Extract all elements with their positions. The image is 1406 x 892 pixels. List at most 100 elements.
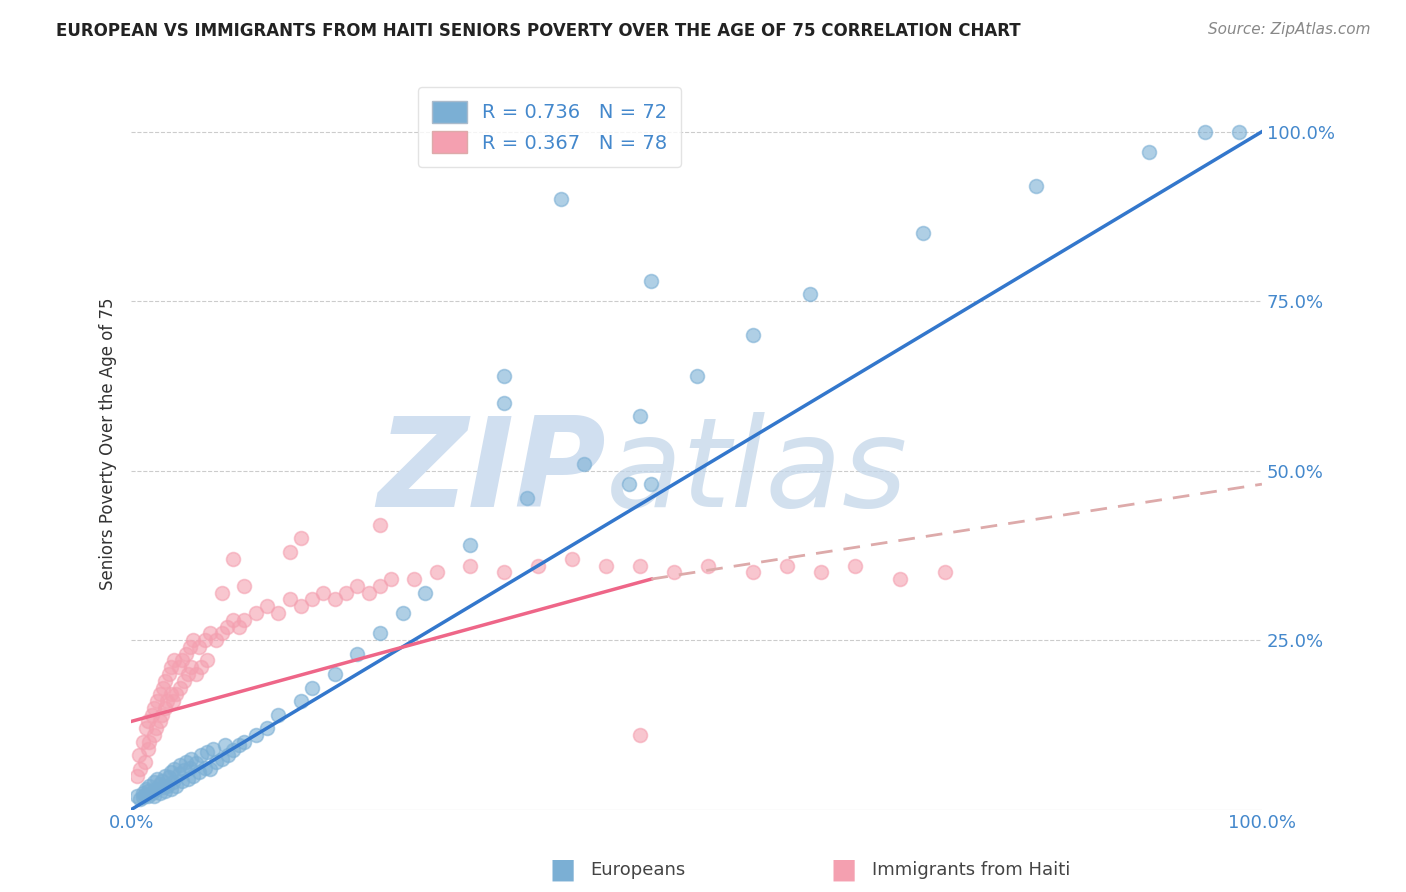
Point [1227,125,1250,139]
Point [150,707,173,722]
Point [217,619,239,633]
Point [179,640,201,654]
Point [222,613,245,627]
Point [494,566,516,580]
Point [550,193,572,207]
Point [267,707,290,722]
Point [494,368,516,383]
Point [190,660,212,674]
Point [391,606,413,620]
Point [180,660,202,674]
Point [460,538,482,552]
Text: ■: ■ [550,855,575,884]
Point [1194,125,1216,139]
Point [233,735,256,749]
Point [228,619,250,633]
Point [145,721,167,735]
Point [131,790,153,805]
Point [380,572,402,586]
Point [188,765,211,780]
Point [128,748,150,763]
Point [153,673,176,688]
Point [911,227,934,241]
Point [290,532,312,546]
Point [516,491,538,505]
Point [245,728,267,742]
Point [159,782,181,797]
Point [146,772,169,786]
Point [290,694,312,708]
Point [595,558,617,573]
Point [799,287,821,301]
Point [146,694,169,708]
Point [211,626,233,640]
Point [167,660,190,674]
Point [141,786,163,800]
Point [256,721,278,735]
Point [527,558,550,573]
Point [183,633,205,648]
Point [145,782,167,797]
Point [138,779,160,793]
Text: EUROPEAN VS IMMIGRANTS FROM HAITI SENIORS POVERTY OVER THE AGE OF 75 CORRELATION: EUROPEAN VS IMMIGRANTS FROM HAITI SENIOR… [56,22,1021,40]
Point [934,566,956,580]
Point [159,765,181,780]
Point [211,585,233,599]
Point [278,592,301,607]
Point [173,763,195,777]
Point [156,694,179,708]
Point [628,409,651,424]
Point [617,477,640,491]
Point [153,783,176,797]
Point [169,758,191,772]
Point [256,599,278,614]
Point [233,613,256,627]
Point [166,687,188,701]
Point [177,667,200,681]
Text: atlas: atlas [606,412,908,533]
Point [180,752,202,766]
Point [136,714,159,729]
Point [844,558,866,573]
Point [153,769,176,783]
Point [162,694,184,708]
Point [135,782,157,797]
Point [172,653,194,667]
Point [460,558,482,573]
Point [572,457,595,471]
Point [131,735,153,749]
Point [640,274,662,288]
Point [222,551,245,566]
Point [148,777,170,791]
Point [561,551,583,566]
Point [402,572,425,586]
Point [131,786,153,800]
Point [662,566,685,580]
Point [162,775,184,789]
Point [125,789,148,803]
Point [134,788,156,802]
Point [194,633,217,648]
Point [742,328,765,343]
Point [188,640,211,654]
Point [335,585,357,599]
Point [1137,145,1160,159]
Point [141,707,163,722]
Point [173,673,195,688]
Point [368,626,391,640]
Point [889,572,911,586]
Point [163,762,186,776]
Point [218,748,240,763]
Point [205,633,228,648]
Point [696,558,718,573]
Point [323,592,346,607]
Point [200,626,222,640]
Point [163,653,186,667]
Point [357,585,380,599]
Point [156,779,179,793]
Point [211,752,233,766]
Point [494,396,516,410]
Text: Immigrants from Haiti: Immigrants from Haiti [872,861,1070,879]
Point [228,738,250,752]
Point [776,558,799,573]
